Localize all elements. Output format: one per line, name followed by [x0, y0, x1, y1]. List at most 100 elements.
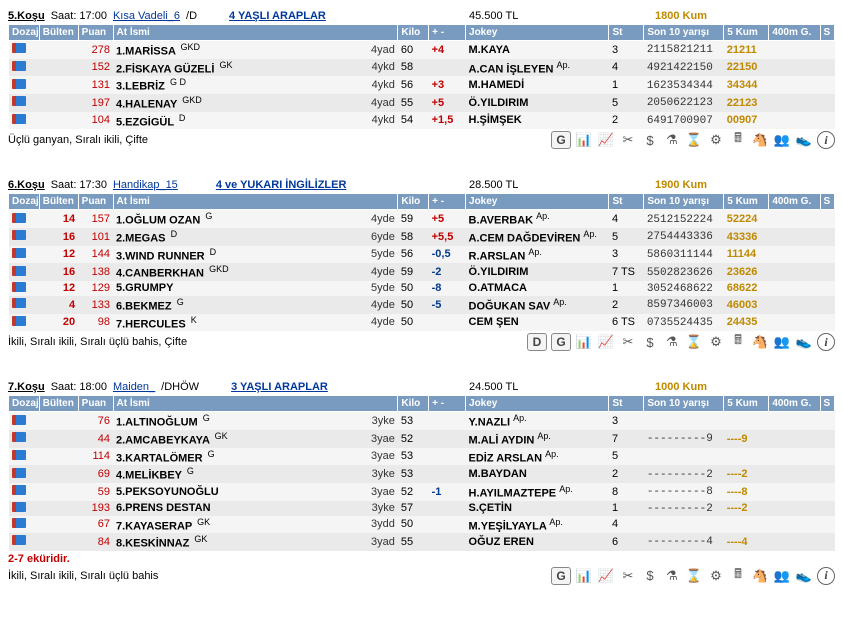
tool-icon[interactable]: 📊: [575, 334, 593, 350]
jockey-cell[interactable]: H.ŞİMŞEK: [466, 112, 609, 130]
col-at[interactable]: At İsmi: [113, 396, 398, 412]
table-row[interactable]: 41336.BEKMEZ G4yde50-5DOĞUKAN SAV Ap.285…: [9, 296, 835, 314]
race-type-link[interactable]: Kısa Vadeli_6: [113, 10, 180, 22]
table-row[interactable]: 2781.MARİSSA GKD4yad60+4M.KAYA3211582121…: [9, 41, 835, 59]
tool-icon[interactable]: ⌛: [685, 334, 703, 350]
table-row[interactable]: 1522.FİSKAYA GÜZELİ GK4ykd58A.CAN İŞLEYE…: [9, 59, 835, 77]
col-kilo[interactable]: Kilo: [398, 396, 429, 412]
col-diff[interactable]: + -: [429, 194, 466, 210]
tool-icon[interactable]: 👟: [795, 568, 813, 584]
col-400m[interactable]: 400m G.: [769, 194, 820, 210]
col-doz[interactable]: Dozaj: [9, 396, 40, 412]
table-row[interactable]: 694.MELİKBEY G3yke53M.BAYDAN2---------2-…: [9, 465, 835, 483]
doz-cell[interactable]: [9, 41, 40, 59]
table-row[interactable]: 595.PEKSOYUNOĞLU3yae52-1H.AYILMAZTEPE Ap…: [9, 483, 835, 501]
doz-cell[interactable]: [9, 412, 40, 430]
jockey-cell[interactable]: DOĞUKAN SAV Ap.: [466, 296, 609, 314]
race-type-link[interactable]: Maiden_: [113, 381, 155, 393]
horse-name[interactable]: 6.PRENS DESTAN: [113, 501, 359, 516]
jockey-cell[interactable]: Ö.YILDIRIM: [466, 263, 609, 281]
doz-cell[interactable]: [9, 296, 40, 314]
race-detail-link[interactable]: 3 YAŞLI ARAPLAR: [231, 381, 328, 393]
info-icon[interactable]: i: [817, 567, 835, 585]
horse-name[interactable]: 2.FİSKAYA GÜZELİ GK: [113, 59, 359, 77]
col-bulten[interactable]: Bülten: [39, 25, 78, 41]
tool-icon[interactable]: 📊: [575, 568, 593, 584]
col-s[interactable]: S: [820, 194, 834, 210]
horse-name[interactable]: 6.BEKMEZ G: [113, 296, 359, 314]
col-puan[interactable]: Puan: [78, 194, 113, 210]
col-diff[interactable]: + -: [429, 25, 466, 41]
col-at[interactable]: At İsmi: [113, 25, 398, 41]
col-bulten[interactable]: Bülten: [39, 396, 78, 412]
doz-cell[interactable]: [9, 228, 40, 246]
doz-cell[interactable]: [9, 246, 40, 264]
tool-icon[interactable]: 🐴: [751, 132, 769, 148]
jockey-cell[interactable]: B.AVERBAK Ap.: [466, 210, 609, 228]
table-row[interactable]: 121295.GRUMPY5yde50-8O.ATMACA13052468622…: [9, 281, 835, 296]
jockey-cell[interactable]: M.KAYA: [466, 41, 609, 59]
tool-icon[interactable]: 📈: [597, 568, 615, 584]
table-row[interactable]: 442.AMCABEYKAYA GK3yae52M.ALİ AYDIN Ap.7…: [9, 430, 835, 448]
col-at[interactable]: At İsmi: [113, 194, 398, 210]
horse-name[interactable]: 5.EZGİGÜL D: [113, 112, 359, 130]
jockey-cell[interactable]: Y.NAZLI Ap.: [466, 412, 609, 430]
doz-cell[interactable]: [9, 210, 40, 228]
horse-name[interactable]: 2.MEGAS D: [113, 228, 359, 246]
tool-icon[interactable]: 📈: [597, 132, 615, 148]
jockey-cell[interactable]: CEM ŞEN: [466, 314, 609, 332]
doz-cell[interactable]: [9, 94, 40, 112]
jockey-cell[interactable]: A.CEM DAĞDEVİREN Ap.: [466, 228, 609, 246]
race-detail-link[interactable]: 4 ve YUKARI İNGİLİZLER: [216, 179, 347, 191]
tool-icon[interactable]: 👥: [773, 568, 791, 584]
info-icon[interactable]: i: [817, 333, 835, 351]
jockey-cell[interactable]: EDİZ ARSLAN Ap.: [466, 448, 609, 466]
table-row[interactable]: 121443.WIND RUNNER D5yde56-0,5R.ARSLAN A…: [9, 246, 835, 264]
tool-icon[interactable]: ⚗: [663, 334, 681, 350]
tool-icon[interactable]: ✂: [619, 334, 637, 350]
jockey-cell[interactable]: O.ATMACA: [466, 281, 609, 296]
horse-name[interactable]: 1.MARİSSA GKD: [113, 41, 359, 59]
jockey-cell[interactable]: R.ARSLAN Ap.: [466, 246, 609, 264]
tool-icon[interactable]: 🐴: [751, 568, 769, 584]
doz-cell[interactable]: [9, 533, 40, 551]
col-doz[interactable]: Dozaj: [9, 194, 40, 210]
horse-name[interactable]: 1.OĞLUM OZAN G: [113, 210, 359, 228]
col-puan[interactable]: Puan: [78, 396, 113, 412]
table-row[interactable]: 161012.MEGAS D6yde58+5,5A.CEM DAĞDEVİREN…: [9, 228, 835, 246]
jockey-cell[interactable]: H.AYILMAZTEPE Ap.: [466, 483, 609, 501]
col-jokey[interactable]: Jokey: [466, 194, 609, 210]
col-jokey[interactable]: Jokey: [466, 25, 609, 41]
g-badge[interactable]: G: [551, 333, 571, 351]
tool-icon[interactable]: ⌛: [685, 568, 703, 584]
tool-icon[interactable]: ⚙: [707, 334, 725, 350]
doz-cell[interactable]: [9, 76, 40, 94]
col-kum5[interactable]: 5 Kum: [724, 25, 769, 41]
col-400m[interactable]: 400m G.: [769, 396, 820, 412]
table-row[interactable]: 677.KAYASERAP GK3ydd50M.YEŞİLYAYLA Ap.4: [9, 516, 835, 534]
col-last10[interactable]: Son 10 yarışı: [644, 396, 724, 412]
col-last10[interactable]: Son 10 yarışı: [644, 25, 724, 41]
horse-name[interactable]: 4.CANBERKHAN GKD: [113, 263, 359, 281]
col-kilo[interactable]: Kilo: [398, 194, 429, 210]
tool-icon[interactable]: $: [641, 568, 659, 584]
table-row[interactable]: 1313.LEBRİZ G D4ykd56+3M.HAMEDİ116235343…: [9, 76, 835, 94]
col-s[interactable]: S: [820, 396, 834, 412]
tool-icon[interactable]: 📈: [597, 334, 615, 350]
tool-icon[interactable]: 👥: [773, 334, 791, 350]
tool-icon[interactable]: 👥: [773, 132, 791, 148]
col-puan[interactable]: Puan: [78, 25, 113, 41]
table-row[interactable]: 161384.CANBERKHAN GKD4yde59-2Ö.YILDIRIM7…: [9, 263, 835, 281]
tool-icon[interactable]: 🐴: [751, 334, 769, 350]
table-row[interactable]: 1936.PRENS DESTAN3yke57S.ÇETİN1---------…: [9, 501, 835, 516]
table-row[interactable]: 20987.HERCULES K4yde50CEM ŞEN6 TS0735524…: [9, 314, 835, 332]
doz-cell[interactable]: [9, 516, 40, 534]
g-badge[interactable]: G: [551, 567, 571, 585]
horse-name[interactable]: 3.LEBRİZ G D: [113, 76, 359, 94]
jockey-cell[interactable]: Ö.YILDIRIM: [466, 94, 609, 112]
horse-name[interactable]: 4.HALENAY GKD: [113, 94, 359, 112]
info-icon[interactable]: i: [817, 131, 835, 149]
jockey-cell[interactable]: S.ÇETİN: [466, 501, 609, 516]
col-st[interactable]: St: [609, 25, 644, 41]
tool-icon[interactable]: ⚙: [707, 568, 725, 584]
